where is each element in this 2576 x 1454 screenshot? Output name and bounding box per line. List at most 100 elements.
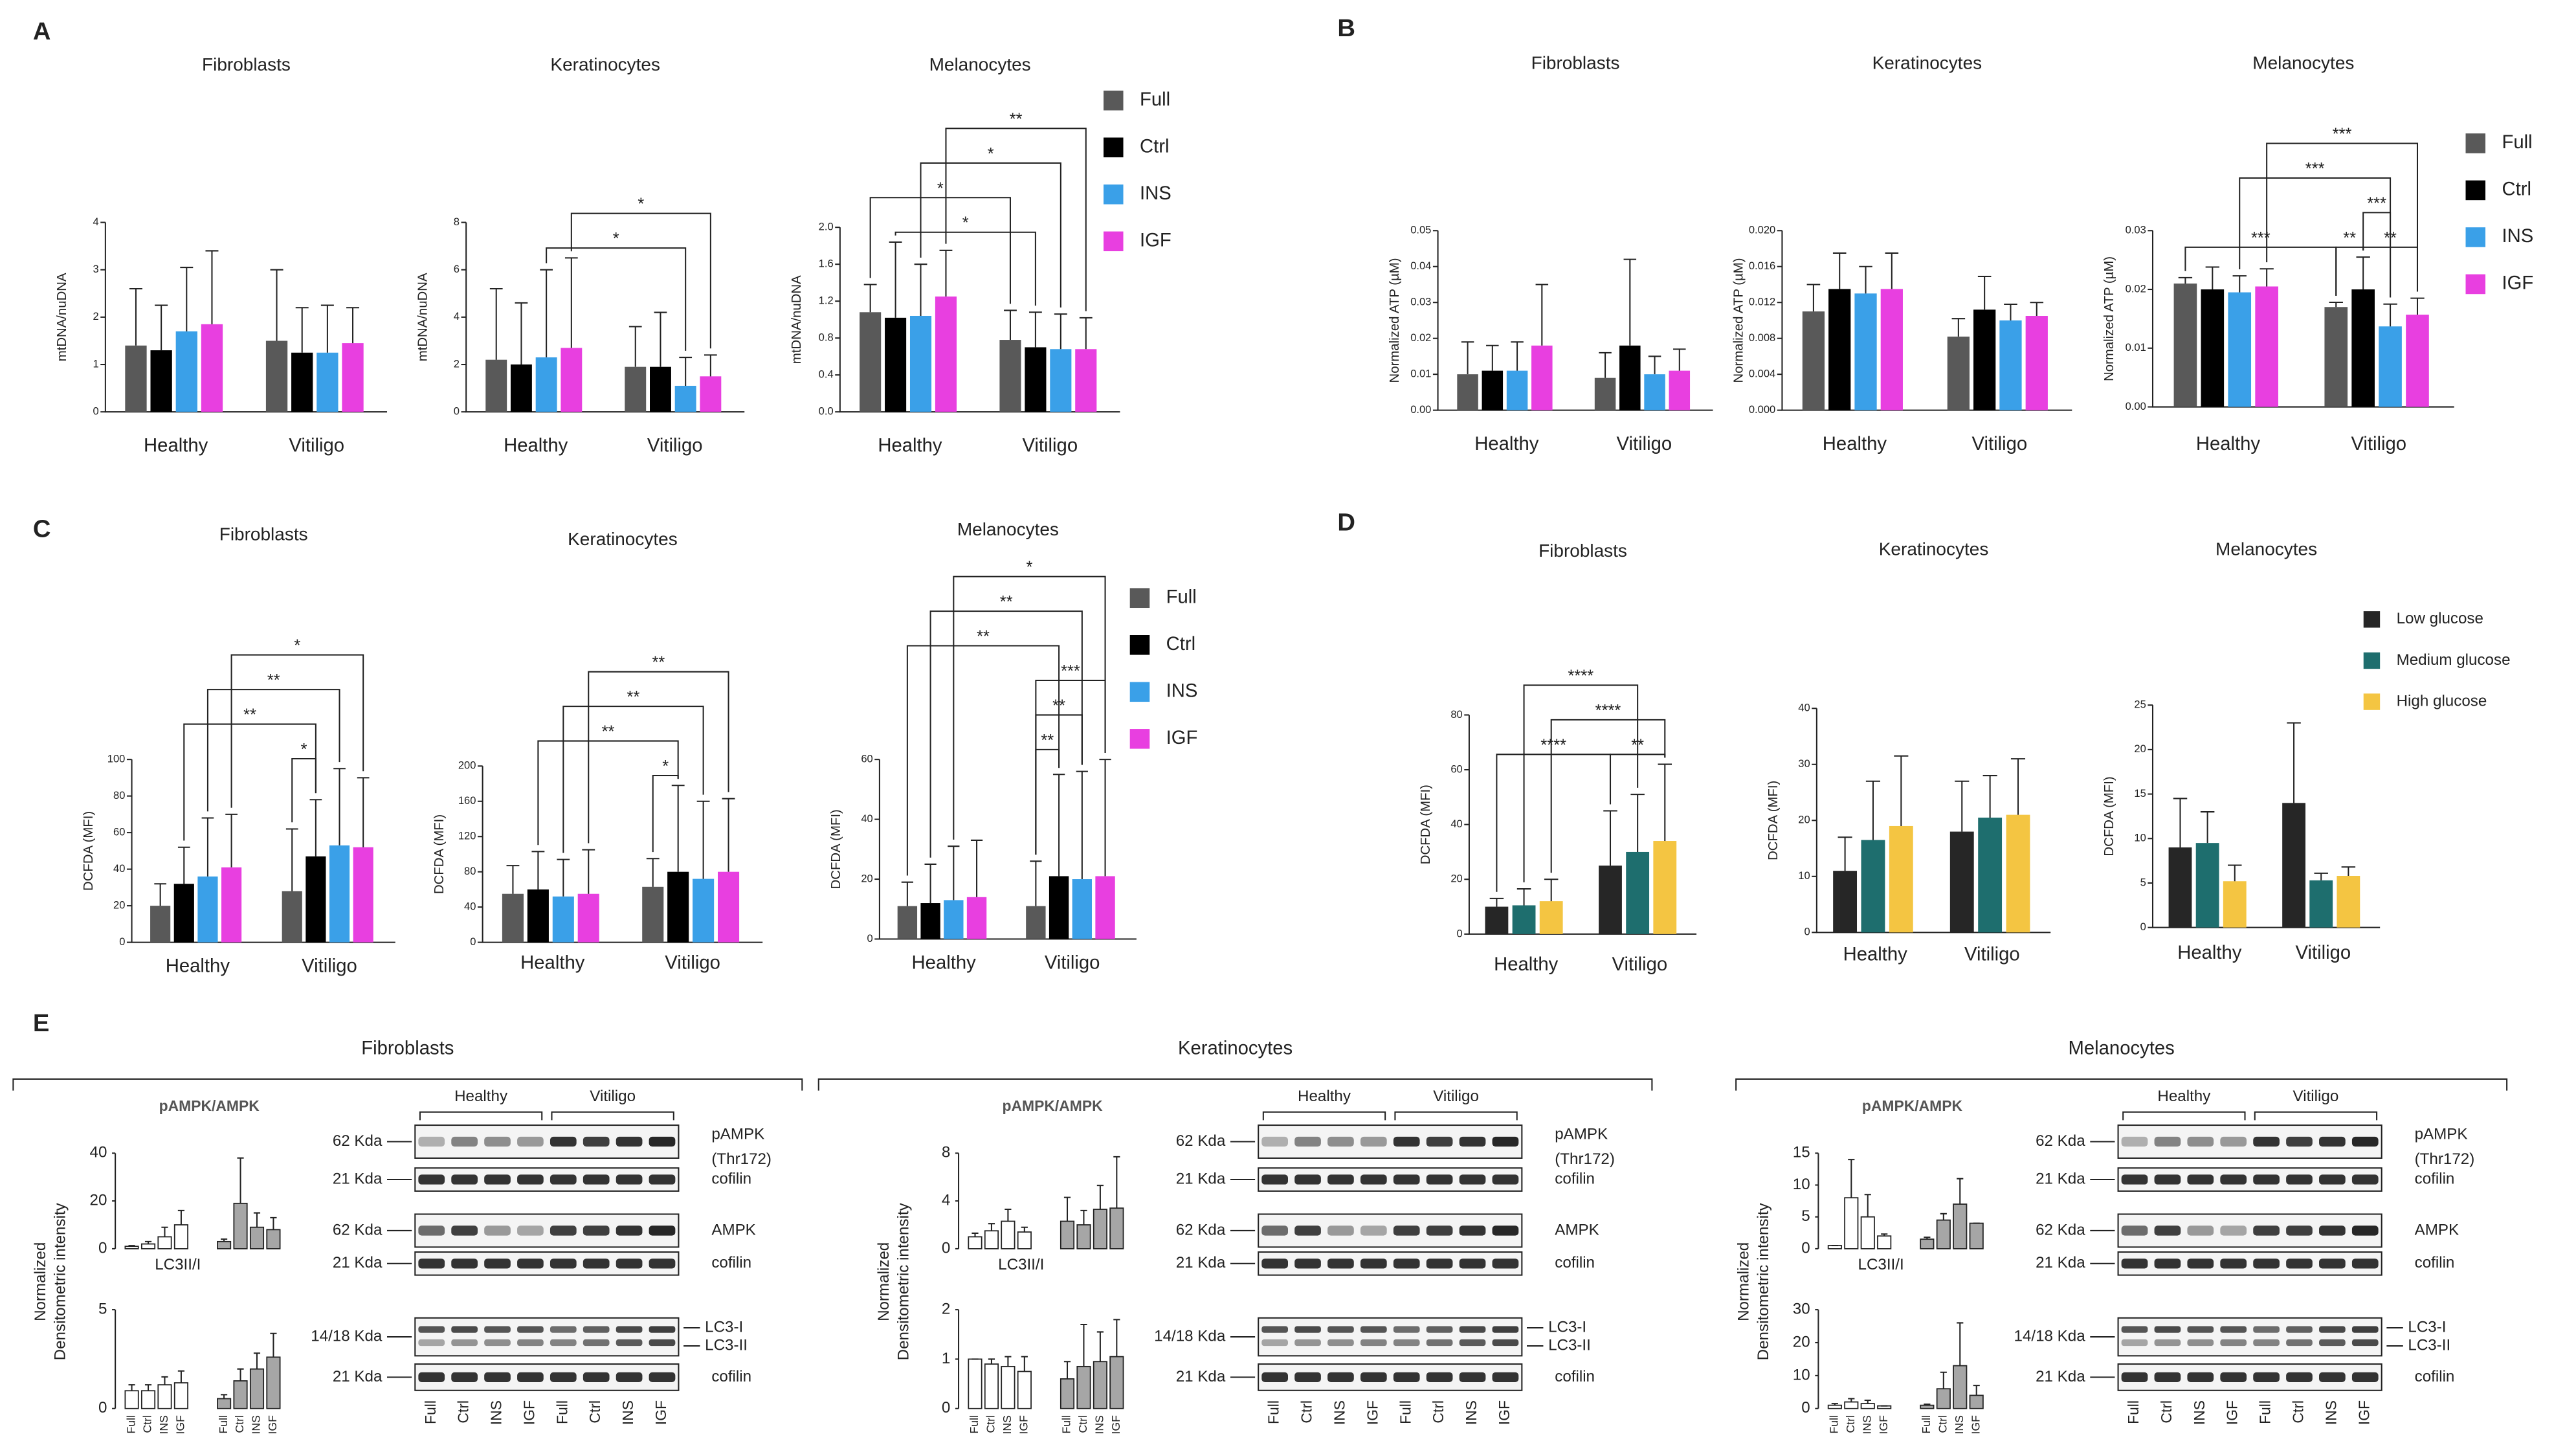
x-tick-label: IGF	[174, 1415, 187, 1435]
y-tick-label: 0.01	[2126, 341, 2146, 353]
blot-band	[583, 1339, 610, 1347]
significance-bracket	[1550, 719, 1666, 873]
blot-band	[2220, 1136, 2247, 1147]
lc3-label: LC3II/I	[998, 1256, 1044, 1273]
blot-band	[616, 1174, 643, 1185]
y-axis-label: Densitometric intensity	[894, 1202, 912, 1360]
y-axis-label: Normalized	[875, 1242, 893, 1321]
y-tick-label: 4	[93, 216, 98, 228]
significance-bracket	[2362, 212, 2392, 298]
bar	[140, 1243, 156, 1249]
bar	[944, 900, 964, 939]
x-tick-label: Full	[217, 1415, 230, 1434]
error-bar	[628, 326, 642, 367]
error-bar	[320, 304, 334, 353]
significance-bracket	[2184, 246, 2337, 296]
blot-band	[2253, 1258, 2280, 1269]
error-bar	[128, 1384, 135, 1391]
error-bar	[1881, 1233, 1888, 1236]
blot-band	[418, 1225, 445, 1236]
lc3-label: LC3II/I	[155, 1256, 201, 1273]
blot-band	[451, 1326, 478, 1333]
y-axis-label: DCFDA (MFI)	[2102, 776, 2116, 856]
panel-label: B	[1337, 14, 1355, 42]
x-tick-label: Healthy	[1823, 434, 1887, 454]
marker-label: 62 Kda	[333, 1132, 383, 1150]
blot-band	[1426, 1225, 1453, 1236]
significance-label: ***	[1061, 662, 1080, 680]
y-tick-label: 0.008	[1749, 331, 1775, 344]
chart-title: Fibroblasts	[1531, 53, 1620, 73]
lane-label: Ctrl	[1430, 1400, 1447, 1424]
chart-title: Keratinocytes	[1879, 539, 1989, 559]
group-bracket	[1394, 1111, 1518, 1121]
bar	[1828, 289, 1851, 410]
y-tick-label: 0.8	[819, 331, 834, 344]
error-bar	[654, 311, 667, 367]
chart-title: Melanocytes	[2252, 53, 2354, 73]
blot-band	[418, 1326, 445, 1333]
y-tick-label: 40	[1798, 702, 1810, 714]
blot-band	[2154, 1339, 2181, 1347]
y-tick-label: 0	[2140, 921, 2146, 933]
bar	[1920, 1404, 1935, 1409]
legend-swatch	[1129, 635, 1150, 655]
protein-label: pAMPK	[2415, 1126, 2468, 1143]
legend-swatch	[1103, 231, 1124, 252]
group-label: Vitiligo	[2293, 1088, 2339, 1105]
legend-label: IGF	[1166, 728, 1198, 748]
blot-band	[1360, 1326, 1387, 1333]
bar	[650, 366, 671, 412]
lane-label: IGF	[2355, 1400, 2372, 1425]
error-bar	[1940, 1371, 1947, 1389]
blot-band	[1261, 1136, 1288, 1147]
y-tick-label: 80	[113, 789, 125, 801]
error-bar	[1940, 1213, 1947, 1220]
x-tick-label: Vitiligo	[1972, 434, 2028, 454]
error-bar	[1623, 258, 1637, 346]
y-tick-label: 160	[458, 794, 476, 807]
bar	[1653, 841, 1677, 934]
lane-label: IGF	[520, 1400, 537, 1425]
error-bar	[1599, 352, 1612, 378]
bar	[1947, 336, 1970, 410]
significance-label: **	[267, 671, 280, 689]
bar	[1844, 1197, 1859, 1249]
blot-band	[2121, 1258, 2148, 1269]
significance-bracket	[588, 671, 729, 844]
error-bar	[154, 883, 167, 906]
error-bar	[1005, 1356, 1012, 1367]
blot-band	[1426, 1174, 1453, 1185]
lane-label: Full	[2125, 1400, 2142, 1424]
error-bar	[2341, 866, 2356, 876]
y-tick-label: 40	[90, 1144, 107, 1161]
bar	[221, 867, 242, 943]
blot-band	[517, 1326, 544, 1333]
marker-label: 21 Kda	[333, 1368, 383, 1385]
bar	[1949, 831, 1974, 933]
blot-band	[550, 1225, 577, 1236]
bar	[1833, 871, 1858, 933]
group-label: Vitiligo	[590, 1088, 636, 1105]
blot-band	[649, 1225, 676, 1236]
y-tick-label: 5	[1801, 1207, 1810, 1225]
significance-bracket	[1523, 684, 1639, 882]
y-tick-label: 0	[119, 935, 125, 948]
legend-label: INS	[2502, 226, 2533, 247]
error-bar	[924, 863, 937, 904]
blot-band	[649, 1372, 676, 1383]
lane-label: INS	[1463, 1400, 1480, 1425]
blot-band	[1261, 1372, 1288, 1383]
bar	[150, 350, 172, 412]
error-bar	[1079, 317, 1093, 350]
bar	[173, 1382, 188, 1409]
y-tick-label: 0.03	[1410, 296, 1431, 308]
bar	[502, 893, 524, 943]
group-label: Vitiligo	[1433, 1088, 1479, 1105]
x-tick-label: IGF	[1877, 1415, 1890, 1435]
significance-label: *	[1026, 559, 1032, 577]
blot-band	[1492, 1136, 1519, 1147]
blot-band	[1492, 1225, 1519, 1236]
x-tick-label: Ctrl	[1844, 1415, 1857, 1433]
significance-bracket	[2335, 246, 2364, 296]
